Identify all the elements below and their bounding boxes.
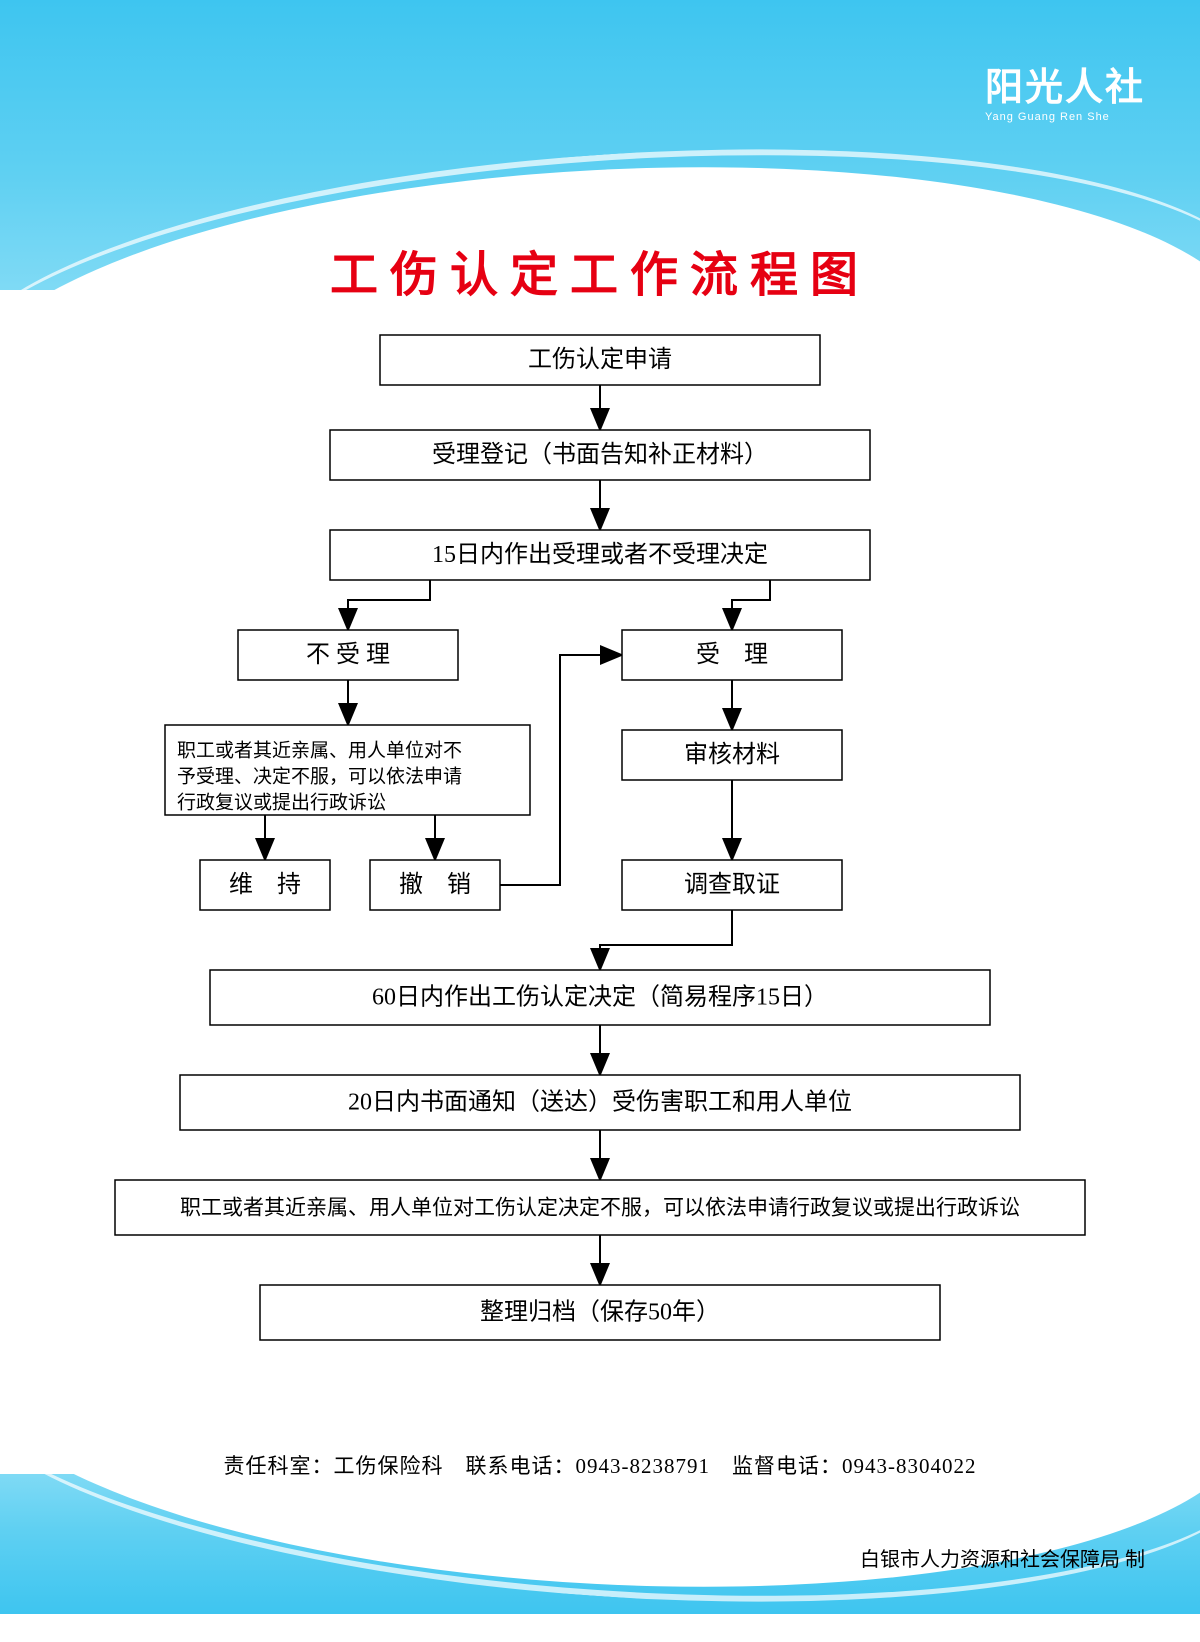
flow-node-text: 20日内书面通知（送达）受伤害职工和用人单位 [348,1089,852,1116]
flow-node-text: 60日内作出工伤认定决定（简易程序15日） [372,984,828,1011]
flow-node-text: 职工或者其近亲属、用人单位对不 [177,740,462,762]
flow-node-text: 不 受 理 [306,641,390,668]
flow-arrow [348,580,430,630]
flow-node-text: 受 理 [696,641,768,668]
flow-node-text: 行政复议或提出行政诉讼 [177,792,386,814]
flow-node-text: 维 持 [229,871,301,898]
flow-node-text: 撤 销 [399,871,471,898]
flow-node-text: 受理登记（书面告知补正材料） [432,441,768,468]
flow-node-text: 15日内作出受理或者不受理决定 [432,541,768,568]
flow-node-text: 予受理、决定不服，可以依法申请 [177,766,462,788]
flow-node-text: 职工或者其近亲属、用人单位对工伤认定决定不服，可以依法申请行政复议或提出行政诉讼 [180,1196,1020,1220]
flow-node-text: 审核材料 [684,741,780,768]
footer-organization: 白银市人力资源和社会保障局 制 [860,1543,1145,1572]
flow-node-text: 调查取证 [684,871,780,898]
flow-node-text: 整理归档（保存50年） [480,1299,720,1326]
flowchart: 工伤认定申请受理登记（书面告知补正材料） 15日内作出受理或者不受理决定不 受 理… [0,330,1200,1440]
flow-node-text: 工伤认定申请 [528,346,672,373]
footer-contact: 责任科室：工伤保险科 联系电话：0943-8238791 监督电话：0943-8… [0,1450,1200,1480]
flow-arrow [732,580,770,630]
page-title: 工伤认定工作流程图 [0,235,1200,305]
flow-arrow [600,910,732,970]
